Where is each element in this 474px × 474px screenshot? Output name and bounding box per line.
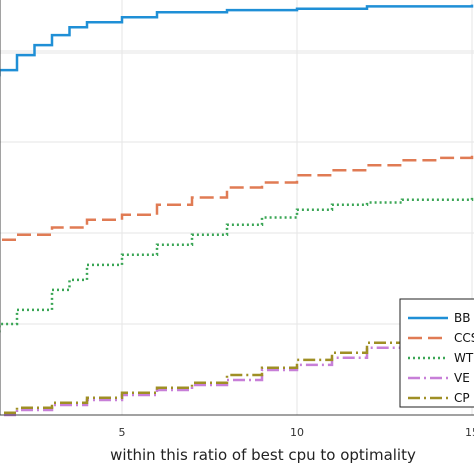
grid-lines [0, 0, 474, 415]
legend: BB CCS WTS VE CP [399, 298, 474, 408]
x-axis-label: within this ratio of best cpu to optimal… [110, 446, 416, 464]
x-tick-label: 10 [290, 426, 304, 439]
legend-label-bb: BB [454, 311, 470, 325]
x-axis: 5 10 15 within this ratio of best cpu to o… [0, 0, 474, 464]
x-tick-labels: 5 10 15 [119, 426, 474, 439]
x-tick-label: 5 [119, 426, 126, 439]
legend-label-ccs: CCS [454, 331, 474, 345]
legend-label-cp: CP [454, 391, 470, 405]
series-line-bb [0, 4, 474, 77]
series-lines [0, 4, 474, 417]
legend-label-ve: VE [454, 371, 470, 385]
x-tick-label: 15 [465, 426, 474, 439]
legend-label-wts: WTS [454, 351, 474, 365]
series-line-cp [0, 334, 439, 414]
series-line-ccs [0, 155, 474, 242]
series-line-wts [0, 197, 474, 337]
